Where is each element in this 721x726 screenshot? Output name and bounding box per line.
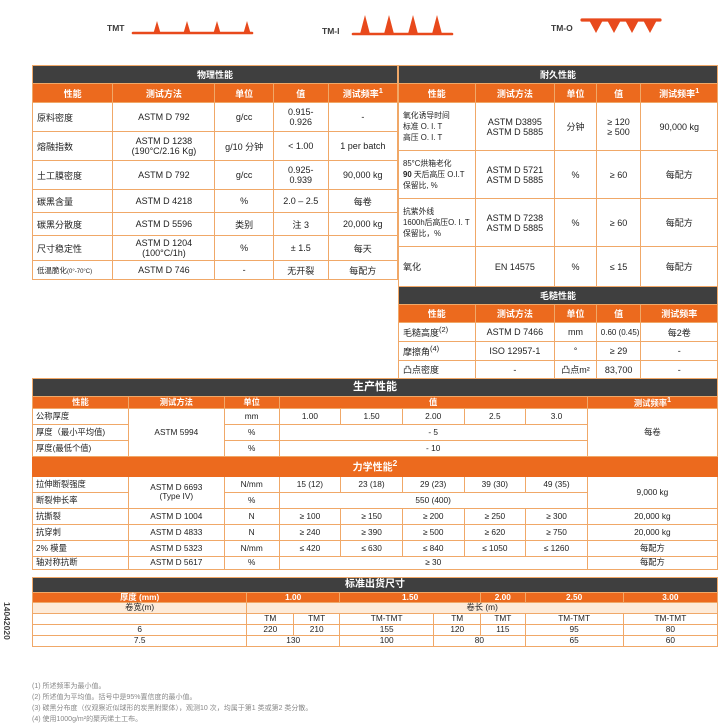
svg-text:TM-O: TM-O bbox=[551, 23, 573, 33]
svg-text:TMT: TMT bbox=[107, 23, 125, 33]
svg-text:TM-I: TM-I bbox=[322, 26, 339, 36]
